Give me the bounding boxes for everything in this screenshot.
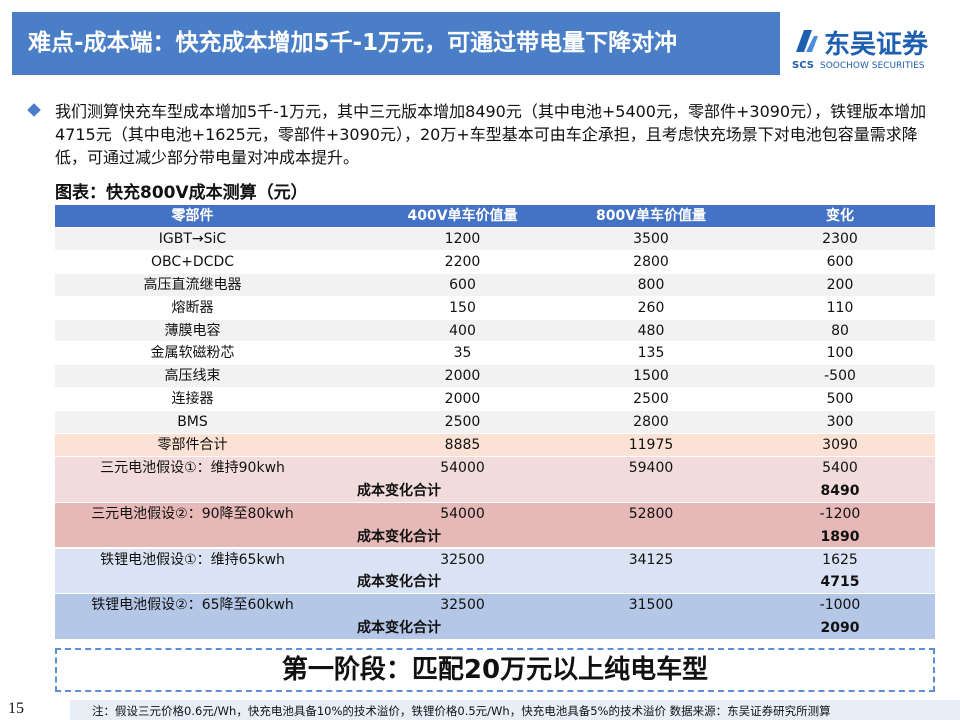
table-cell: 2800 [633, 253, 669, 270]
table-cell: 80 [831, 322, 849, 339]
table-cell: 1500 [633, 368, 669, 385]
table-cell: 5400 [822, 459, 858, 476]
table-row [55, 205, 935, 228]
table-cell: 3500 [633, 230, 669, 247]
table-cell: 高压直流继电器 [143, 276, 242, 293]
scenario-block [55, 502, 935, 549]
table-cell: 零部件合计 [157, 437, 228, 453]
table-cell: 1200 [444, 230, 481, 247]
table-cell: 34125 [628, 551, 674, 568]
scenario-block [55, 594, 935, 641]
table-cell: 薄膜电容 [164, 322, 221, 339]
table-cell: BMS [177, 414, 208, 431]
table-cell: 480 [637, 322, 665, 339]
table-header-cell: 变化 [826, 208, 854, 224]
table-header-cell: 零部件 [171, 208, 214, 224]
table-cell: IGBT→SiC [158, 230, 227, 247]
table-caption: 图表：快充800V成本测算（元） [55, 183, 308, 203]
table-row [55, 365, 935, 389]
table-cell: 32500 [440, 551, 485, 568]
table-cell: 31500 [628, 597, 674, 614]
table-cell: 2200 [444, 253, 481, 270]
bullet-marker [27, 103, 41, 117]
table-row [55, 273, 935, 297]
cost-table: 零部件 400V单车价值量 800V单车价值量 变化 IGBT→SiC 1200 3500 2… [55, 205, 935, 641]
table-cell: 11975 [628, 437, 674, 453]
footer-strip [70, 700, 960, 720]
table-cell: 三元电池假设①：维持90kwh [100, 459, 285, 476]
table-header-cell: 400V单车价值量 [407, 208, 518, 224]
table-cell: 1625 [822, 551, 858, 568]
table-cell: 三元电池假设②：90降至80kwh [91, 505, 294, 522]
table-cell: 2000 [444, 368, 481, 385]
table-cell: 熔断器 [171, 299, 214, 316]
table-cell: 2500 [633, 391, 669, 408]
table-cell: 8885 [444, 437, 481, 453]
table-cell: 200 [826, 276, 854, 293]
table-cell: 150 [449, 299, 476, 316]
table-cell: -500 [824, 368, 856, 385]
table-header-cell: 800V单车价值量 [595, 208, 707, 224]
table-cell: -1000 [819, 597, 861, 614]
table-cell: 高压线束 [164, 368, 221, 385]
table-cell: 600 [826, 253, 854, 270]
total-label: 成本变化合计 [357, 574, 441, 591]
table-cell: 59400 [628, 459, 674, 476]
table-cell: OBC+DCDC [151, 253, 234, 270]
table-cell: 金属软磁粉芯 [150, 345, 235, 362]
logo-english: SOOCHOW SECURITIES [820, 61, 925, 71]
logo-abbr: SCS [792, 60, 814, 71]
logo: 东吴证券 SCS SOOCHOW SECURITIES [790, 22, 950, 74]
page-number: 15 [8, 700, 24, 717]
table-cell: 800 [637, 276, 665, 293]
scenario-block [55, 456, 935, 503]
table-cell: 54000 [440, 459, 485, 476]
scenario-block [55, 548, 935, 595]
total-value: 1890 [820, 528, 860, 545]
table-cell: 52800 [628, 505, 674, 522]
table-cell: 100 [826, 345, 854, 362]
table-cell: 600 [449, 276, 476, 293]
table-cell: 260 [637, 299, 665, 316]
table-cell: -1200 [819, 505, 861, 522]
table-row [55, 319, 935, 343]
table-cell: 32500 [440, 597, 485, 614]
table-cell: 铁锂电池假设①：维持65kwh [100, 551, 285, 568]
table-cell: 135 [637, 345, 665, 362]
table-cell: 110 [826, 299, 854, 316]
table-cell: 3090 [822, 437, 858, 453]
logo-name: 东吴证券 [824, 30, 929, 60]
total-label: 成本变化合计 [357, 482, 441, 499]
logo-icon [796, 30, 818, 52]
table-cell: 400 [449, 322, 476, 339]
table-row [55, 227, 935, 251]
table-row [55, 342, 935, 366]
slide-title: 难点-成本端：快充成本增加5千-1万元，可通过带电量下降对冲 [28, 30, 678, 56]
table-cell: 连接器 [171, 391, 214, 408]
total-label: 成本变化合计 [357, 528, 441, 545]
table-cell: 2300 [822, 230, 858, 247]
table-row [55, 434, 935, 457]
table-row [55, 296, 935, 320]
table-cell: 2500 [444, 414, 481, 431]
table-cell: 2000 [444, 391, 481, 408]
total-value: 2090 [820, 620, 860, 637]
table-cell: 2800 [633, 414, 669, 431]
table-row [55, 388, 935, 412]
table-row [55, 250, 935, 274]
table-cell: 300 [826, 414, 854, 431]
table-cell: 铁锂电池假设②：65降至60kwh [91, 597, 294, 614]
footer-note: 注：假设三元价格0.6元/Wh，快充电池具备10%的技术溢价，铁锂价格0.5元/… [92, 704, 831, 718]
title-bar: 难点-成本端：快充成本增加5千-1万元，可通过带电量下降对冲 [12, 12, 780, 75]
banner: 第一阶段：匹配20万元以上纯电车型 [55, 648, 935, 692]
table-cell: 35 [453, 345, 472, 362]
total-label: 成本变化合计 [357, 620, 441, 637]
total-value: 8490 [820, 482, 860, 499]
table-cell: 500 [826, 391, 854, 408]
bullet-text: 我们测算快充车型成本增加5千-1万元，其中三元版本增加8490元（其中电池+54… [55, 102, 927, 167]
total-value: 4715 [820, 574, 860, 591]
table-cell: 54000 [440, 505, 485, 522]
table-row [55, 411, 935, 434]
